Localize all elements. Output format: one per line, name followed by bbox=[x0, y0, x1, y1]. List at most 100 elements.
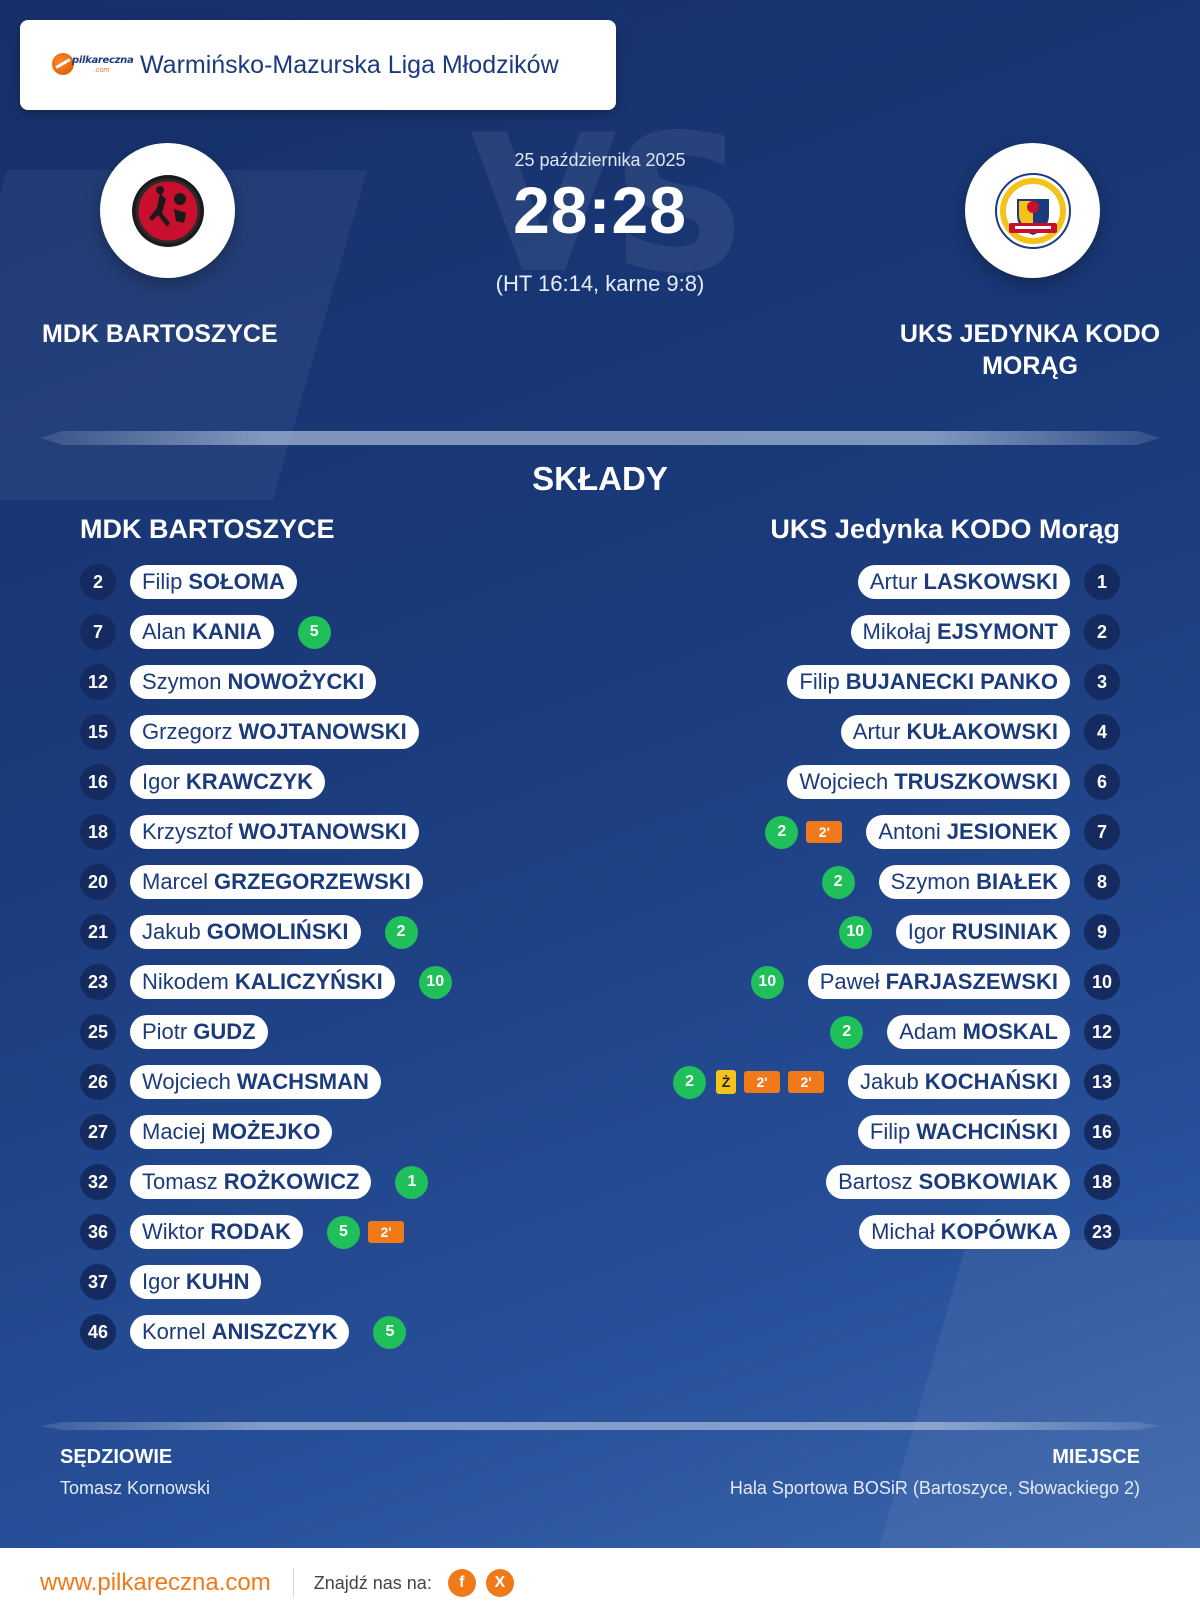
referees-value: Tomasz Kornowski bbox=[60, 1478, 211, 1498]
x-icon[interactable]: X bbox=[485, 1569, 514, 1597]
player-name: Artur LASKOWSKI bbox=[857, 565, 1070, 599]
player-first-name: Igor bbox=[142, 1269, 180, 1294]
player-first-name: Szymon bbox=[142, 669, 222, 694]
player-last-name: NOWOŻYCKI bbox=[227, 669, 365, 694]
player-first-name: Piotr bbox=[142, 1019, 188, 1044]
player-number-badge: 18 bbox=[80, 814, 116, 850]
score-detail: (HT 16:14, karne 9:8) bbox=[495, 271, 705, 296]
player-name: Maciej MOŻEJKO bbox=[130, 1115, 333, 1149]
player-row: 23 Michał KOPÓWKA bbox=[560, 1207, 1120, 1257]
player-first-name: Filip bbox=[142, 569, 183, 594]
player-number-badge: 16 bbox=[80, 764, 116, 800]
uks-jedynka-crest-icon bbox=[994, 172, 1071, 249]
player-row: 7 Alan KANIA 5 bbox=[80, 607, 640, 657]
player-row: 32 Tomasz ROŻKOWICZ 1 bbox=[80, 1157, 640, 1207]
player-number-badge: 23 bbox=[1084, 1214, 1120, 1250]
player-name: Piotr GUDZ bbox=[130, 1015, 268, 1049]
player-row: 26 Wojciech WACHSMAN bbox=[80, 1057, 640, 1107]
player-first-name: Tomasz bbox=[142, 1169, 218, 1194]
suspension-badge: 2' bbox=[788, 1071, 825, 1093]
goals-badge: 1 bbox=[395, 1165, 429, 1199]
facebook-icon[interactable]: f bbox=[447, 1569, 476, 1597]
pilkareczna-logo-icon[interactable]: pilkareczna .com bbox=[50, 50, 134, 80]
player-name: Wojciech WACHSMAN bbox=[130, 1065, 381, 1099]
player-name: Nikodem KALICZYŃSKI bbox=[130, 965, 395, 999]
player-stats: 2 Ż 2' 2' bbox=[673, 1065, 825, 1099]
player-last-name: SOŁOMA bbox=[188, 569, 285, 594]
footer: www.pilkareczna.com Znajdź nas na: f X bbox=[0, 1548, 1200, 1618]
website-link[interactable]: www.pilkareczna.com bbox=[40, 1569, 271, 1596]
away-lineup-title: UKS Jedynka KODO Morąg bbox=[770, 514, 1120, 544]
player-name: Artur KUŁAKOWSKI bbox=[840, 715, 1070, 749]
player-name: Paweł FARJASZEWSKI bbox=[807, 965, 1070, 999]
referees-label: SĘDZIOWIE bbox=[60, 1446, 173, 1468]
player-name: Igor KUHN bbox=[130, 1265, 262, 1299]
player-row: 13 Jakub KOCHAŃSKI 2 Ż 2' 2' bbox=[560, 1057, 1120, 1107]
player-row: 18 Krzysztof WOJTANOWSKI bbox=[80, 807, 640, 857]
player-name: Grzegorz WOJTANOWSKI bbox=[130, 715, 419, 749]
player-first-name: Antoni bbox=[878, 819, 941, 844]
lineups-title: SKŁADY bbox=[532, 460, 668, 497]
player-first-name: Szymon bbox=[890, 869, 971, 894]
player-last-name: ROŻKOWICZ bbox=[223, 1169, 360, 1194]
footer-separator bbox=[292, 1568, 294, 1598]
player-last-name: RUSINIAK bbox=[951, 919, 1058, 944]
player-number-badge: 21 bbox=[80, 914, 116, 950]
player-last-name: KANIA bbox=[192, 619, 262, 644]
player-last-name: GOMOLIŃSKI bbox=[206, 919, 349, 944]
vs-watermark: VS bbox=[470, 94, 748, 315]
player-first-name: Jakub bbox=[860, 1069, 919, 1094]
player-number-badge: 6 bbox=[1084, 764, 1120, 800]
goals-badge: 10 bbox=[418, 965, 452, 999]
player-number-badge: 9 bbox=[1084, 914, 1120, 950]
player-row: 7 Antoni JESIONEK 2 2' bbox=[560, 807, 1120, 857]
player-name: Tomasz ROŻKOWICZ bbox=[130, 1165, 372, 1199]
goals-badge: 2 bbox=[384, 915, 418, 949]
player-name: Wojciech TRUSZKOWSKI bbox=[787, 765, 1070, 799]
yellow-card-badge: Ż bbox=[716, 1070, 737, 1094]
league-title: Warmińsko-Mazurska Liga Młodzików bbox=[140, 50, 559, 79]
player-row: 23 Nikodem KALICZYŃSKI 10 bbox=[80, 957, 640, 1007]
player-number-badge: 2 bbox=[1084, 614, 1120, 650]
player-last-name: GRZEGORZEWSKI bbox=[214, 869, 411, 894]
goals-badge: 2 bbox=[830, 1015, 864, 1049]
player-stats: 2 2' bbox=[765, 815, 843, 849]
venue-value: Hala Sportowa BOSiR (Bartoszyce, Słowack… bbox=[729, 1478, 1140, 1498]
player-first-name: Mikołaj bbox=[862, 619, 931, 644]
player-name: Filip WACHCIŃSKI bbox=[857, 1115, 1070, 1149]
player-name: Mikołaj EJSYMONT bbox=[850, 615, 1070, 649]
goals-badge: 5 bbox=[297, 615, 331, 649]
player-first-name: Artur bbox=[869, 569, 918, 594]
player-number-badge: 8 bbox=[1084, 864, 1120, 900]
player-number-badge: 3 bbox=[1084, 664, 1120, 700]
player-last-name: JESIONEK bbox=[946, 819, 1058, 844]
player-number-badge: 27 bbox=[80, 1114, 116, 1150]
goals-badge: 2 bbox=[765, 815, 799, 849]
player-number-badge: 12 bbox=[1084, 1014, 1120, 1050]
home-lineup-title: MDK BARTOSZYCE bbox=[80, 514, 335, 544]
player-row: 2 Mikołaj EJSYMONT bbox=[560, 607, 1120, 657]
player-name: Igor KRAWCZYK bbox=[130, 765, 326, 799]
goals-badge: 5 bbox=[373, 1315, 407, 1349]
player-row: 46 Kornel ANISZCZYK 5 bbox=[80, 1307, 640, 1357]
home-team-logo bbox=[100, 143, 235, 278]
player-first-name: Bartosz bbox=[838, 1169, 913, 1194]
league-header: pilkareczna .com Warmińsko-Mazurska Liga… bbox=[20, 20, 616, 110]
match-date: 25 października 2025 bbox=[514, 150, 686, 170]
player-row: 4 Artur KUŁAKOWSKI bbox=[560, 707, 1120, 757]
player-last-name: TRUSZKOWSKI bbox=[894, 769, 1058, 794]
player-last-name: EJSYMONT bbox=[936, 619, 1058, 644]
venue-label: MIEJSCE bbox=[1052, 1446, 1140, 1468]
player-first-name: Wojciech bbox=[799, 769, 889, 794]
player-number-badge: 15 bbox=[80, 714, 116, 750]
player-first-name: Igor bbox=[142, 769, 180, 794]
player-row: 16 Filip WACHCIŃSKI bbox=[560, 1107, 1120, 1157]
player-row: 27 Maciej MOŻEJKO bbox=[80, 1107, 640, 1157]
player-last-name: GUDZ bbox=[193, 1019, 256, 1044]
player-last-name: ANISZCZYK bbox=[211, 1319, 338, 1344]
player-stats: 5 2' bbox=[327, 1215, 404, 1249]
goals-badge: 10 bbox=[838, 915, 872, 949]
player-name: Filip BUJANECKI PANKO bbox=[787, 665, 1070, 699]
player-last-name: KALICZYŃSKI bbox=[234, 969, 383, 994]
player-row: 25 Piotr GUDZ bbox=[80, 1007, 640, 1057]
